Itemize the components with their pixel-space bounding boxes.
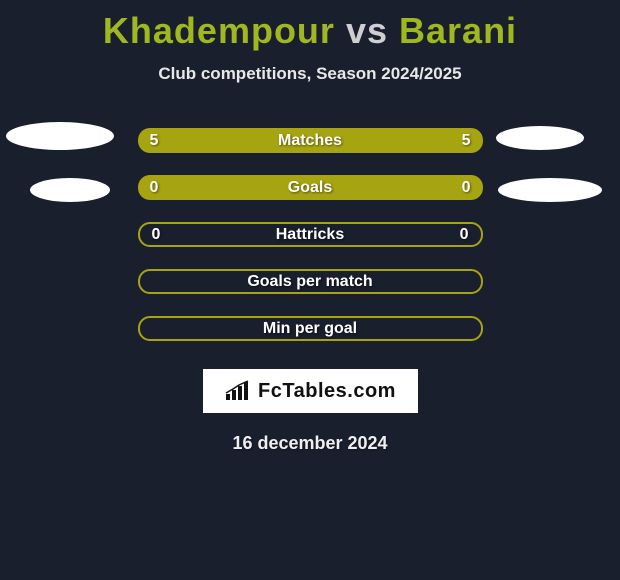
stat-value-right: 5 — [462, 132, 471, 150]
stat-label: Hattricks — [276, 226, 344, 244]
stat-value-left: 0 — [150, 179, 159, 197]
stat-row: 0 Goals 0 — [138, 175, 483, 200]
subtitle: Club competitions, Season 2024/2025 — [0, 64, 620, 84]
vs-label: vs — [346, 10, 388, 51]
stat-row: Goals per match — [138, 269, 483, 294]
stat-row: 5 Matches 5 — [138, 128, 483, 153]
stat-value-left: 5 — [150, 132, 159, 150]
side-ellipse — [496, 126, 584, 150]
stat-label: Min per goal — [263, 320, 357, 338]
stat-value-right: 0 — [460, 226, 469, 244]
logo-box: FcTables.com — [203, 369, 418, 413]
side-ellipse — [30, 178, 110, 202]
stat-row: Min per goal — [138, 316, 483, 341]
side-ellipse — [498, 178, 602, 202]
stat-row: 0 Hattricks 0 — [138, 222, 483, 247]
stat-label: Goals per match — [247, 273, 372, 291]
side-ellipse — [6, 122, 114, 150]
stat-value-left: 0 — [152, 226, 161, 244]
player2-name: Barani — [399, 10, 517, 51]
date-label: 16 december 2024 — [0, 433, 620, 454]
logo-bars-icon — [224, 380, 252, 402]
stat-value-right: 0 — [462, 179, 471, 197]
player1-name: Khadempour — [103, 10, 335, 51]
stat-label: Matches — [278, 132, 342, 150]
page-title: Khadempour vs Barani — [0, 0, 620, 52]
stats-rows: 5 Matches 5 0 Goals 0 0 Hattricks 0 Goals per mat… — [0, 128, 620, 341]
stat-label: Goals — [288, 179, 332, 197]
logo-text: FcTables.com — [258, 380, 396, 403]
